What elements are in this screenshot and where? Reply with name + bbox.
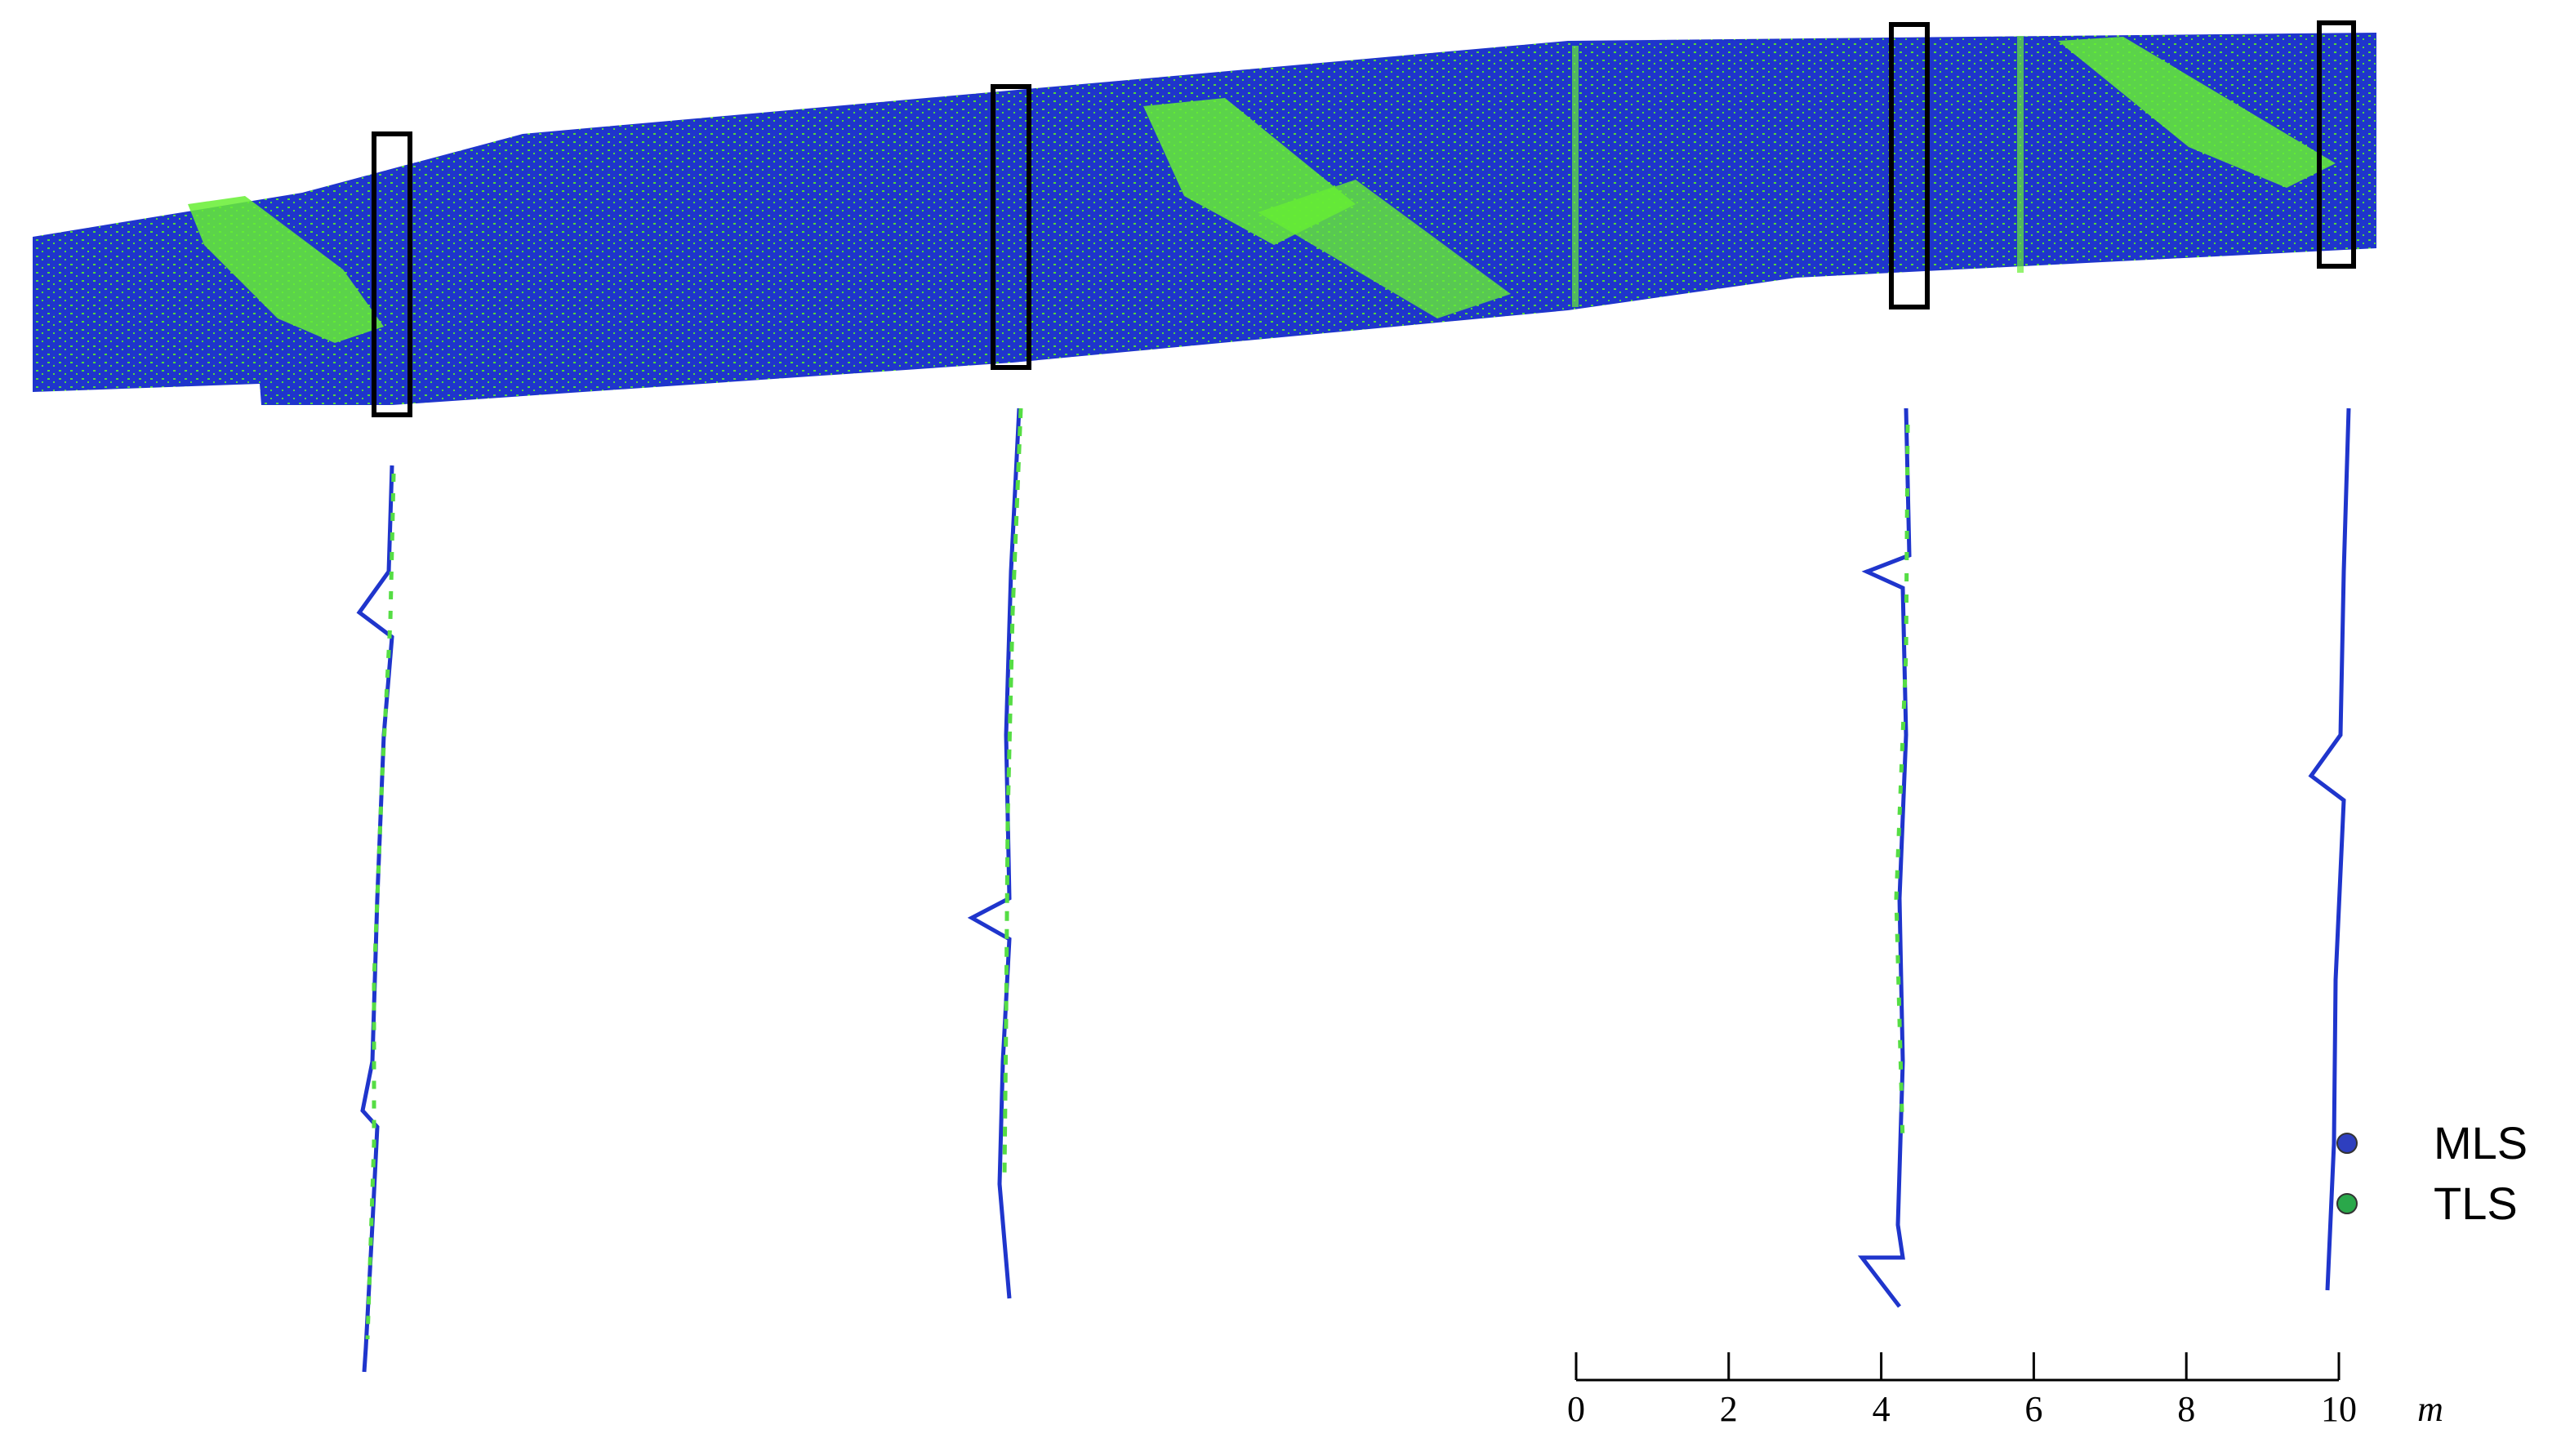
scale-label: 8 (2177, 1389, 2195, 1429)
profile (1857, 407, 1912, 1308)
profile (1894, 424, 1910, 1144)
section-box (2317, 20, 2356, 269)
tls-patch (2058, 37, 2336, 188)
profiles (356, 407, 2351, 1373)
tls-strip (2017, 36, 2024, 273)
scale-label: 6 (2024, 1389, 2042, 1429)
legend-label: MLS (2434, 1117, 2528, 1169)
road-surface (33, 33, 2376, 405)
section-box (1889, 22, 1930, 309)
scale-bar: 0 2 4 6 8 10 m (1567, 1352, 2443, 1429)
tls-patch (188, 196, 384, 343)
section-box (991, 84, 1031, 370)
profile (2308, 407, 2351, 1291)
point-cloud-plan (33, 20, 2376, 417)
profile (356, 465, 394, 1373)
scale-label: 10 (2321, 1389, 2357, 1429)
scale-label: 4 (1873, 1389, 1891, 1429)
tls-strip (1572, 46, 1579, 307)
legend: MLS TLS (2336, 1117, 2528, 1229)
legend-marker (2336, 1133, 2358, 1154)
section-box (372, 131, 412, 417)
tls-patch (1258, 180, 1511, 318)
profile (967, 407, 1022, 1299)
profile (365, 473, 396, 1340)
legend-marker (2336, 1193, 2358, 1214)
scale-label: 0 (1567, 1389, 1585, 1429)
scale-label: 2 (1720, 1389, 1738, 1429)
scale-unit: m (2417, 1389, 2443, 1429)
legend-label: TLS (2434, 1178, 2518, 1229)
